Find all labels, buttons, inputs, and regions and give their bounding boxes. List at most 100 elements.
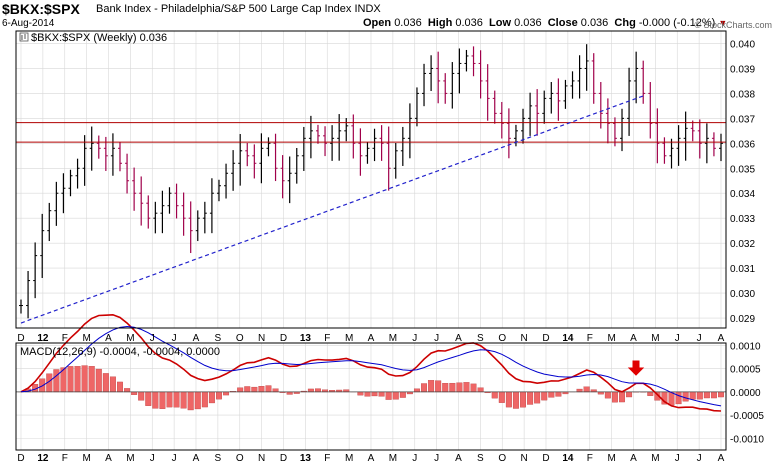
macd-histogram-bar: [223, 391, 230, 396]
macd-x-tick-label: M: [126, 453, 134, 464]
macd-x-tick-label: 12: [37, 453, 49, 464]
macd-histogram-bar: [201, 391, 208, 408]
macd-line: [20, 313, 722, 412]
low-value: 0.036: [514, 17, 542, 29]
macd-x-tick-label: D: [542, 453, 549, 464]
x-tick-label: J: [675, 333, 680, 344]
price-tick-label: 0.039: [730, 64, 755, 75]
macd-histogram-bar: [392, 391, 399, 400]
macd-histogram-bar: [477, 387, 484, 393]
price-tick-label: 0.040: [730, 39, 755, 50]
macd-histogram-bar: [145, 391, 152, 406]
x-tick-label: F: [324, 333, 330, 344]
brand-watermark: © StockCharts.com: [694, 20, 772, 30]
x-tick-label: D: [542, 333, 549, 344]
macd-histogram-bar: [364, 391, 371, 397]
x-tick-label: D: [17, 333, 24, 344]
x-tick-label: A: [718, 333, 725, 344]
macd-x-tick-label: J: [412, 453, 417, 464]
macd-histogram-bar: [131, 391, 138, 395]
macd-histogram-bar: [428, 380, 435, 393]
x-tick-label: F: [62, 333, 68, 344]
price-panel-frame: [15, 30, 727, 329]
open-label: Open: [363, 17, 392, 29]
x-tick-label: M: [607, 333, 615, 344]
macd-histogram: [16, 365, 726, 411]
macd-histogram-bar: [124, 388, 131, 393]
macd-histogram-bar: [95, 368, 102, 393]
x-tick-label: S: [215, 333, 222, 344]
price-tick-label: 0.031: [730, 264, 755, 275]
x-tick-label: A: [105, 333, 112, 344]
macd-histogram-bar: [710, 391, 717, 399]
macd-histogram-bar: [74, 366, 81, 393]
macd-x-tick-label: S: [477, 453, 484, 464]
price-tick-label: 0.033: [730, 214, 755, 225]
macd-panel-frame: [15, 342, 727, 451]
macd-histogram-bar: [216, 391, 222, 400]
macd-histogram-bar: [109, 376, 116, 393]
macd-x-tick-label: O: [236, 453, 244, 464]
macd-tick-label: -0.0005: [730, 411, 764, 422]
price-tick-label: 0.029: [730, 314, 755, 325]
macd-x-tick-label: J: [675, 453, 680, 464]
close-value: 0.036: [580, 17, 609, 29]
macd-x-tick-label: J: [172, 453, 177, 464]
price-tick-label: 0.035: [730, 164, 755, 175]
price-legend-text: $BKX:$SPX (Weekly) 0.036: [31, 32, 167, 44]
macd-histogram-bar: [463, 382, 470, 393]
macd-histogram-bar: [555, 391, 562, 397]
macd-x-tick-label: M: [607, 453, 615, 464]
macd-x-tick-label: M: [82, 453, 90, 464]
x-tick-label: J: [697, 333, 702, 344]
macd-x-tick-label: M: [389, 453, 397, 464]
macd-histogram-bar: [647, 391, 654, 396]
x-tick-label: O: [498, 333, 506, 344]
macd-histogram-bar: [682, 391, 689, 402]
macd-histogram-bar: [718, 391, 724, 398]
x-tick-label: N: [521, 333, 528, 344]
macd-x-tick-label: D: [17, 453, 24, 464]
macd-histogram-bar: [491, 391, 498, 399]
x-tick-label: M: [82, 333, 90, 344]
trend-line: [20, 95, 644, 324]
price-grid: [16, 31, 726, 328]
macd-histogram-bar: [265, 385, 272, 393]
macd-histogram-bar: [208, 391, 215, 404]
macd-histogram-bar: [67, 366, 74, 393]
close-label: Close: [547, 17, 578, 29]
x-tick-label: F: [587, 333, 593, 344]
price-tick-label: 0.036: [730, 139, 755, 150]
macd-histogram-bar: [357, 391, 364, 396]
macd-histogram-bar: [435, 380, 442, 393]
macd-histogram-bar: [703, 391, 710, 399]
macd-x-tick-label: J: [150, 453, 155, 464]
macd-x-tick-label: N: [258, 453, 265, 464]
symbol-title: $BKX:$SPX: [2, 1, 80, 17]
x-tick-label: O: [236, 333, 244, 344]
x-tick-label: J: [434, 333, 439, 344]
macd-x-tick-label: S: [215, 453, 222, 464]
macd-histogram-bar: [498, 391, 505, 403]
macd-x-tick-label: A: [718, 453, 725, 464]
chg-value: -0.000 (-0.12%): [638, 17, 716, 29]
macd-histogram-bar: [421, 383, 428, 393]
macd-histogram-bar: [611, 391, 618, 403]
macd-histogram-bar: [442, 383, 449, 393]
x-tick-label: M: [126, 333, 134, 344]
low-label: Low: [489, 17, 512, 29]
macd-histogram-bar: [470, 383, 477, 393]
x-tick-label: 12: [37, 333, 49, 344]
macd-histogram-bar: [456, 382, 463, 393]
arrow-down-icon: [627, 360, 645, 376]
macd-histogram-bar: [548, 391, 555, 398]
x-tick-label: M: [345, 333, 353, 344]
macd-tick-label: 0.0005: [730, 365, 761, 376]
macd-histogram-bar: [88, 366, 95, 393]
macd-x-tick-label: N: [521, 453, 528, 464]
high-label: High: [427, 17, 453, 29]
macd-histogram-bar: [512, 391, 519, 409]
macd-histogram-bar: [696, 391, 703, 400]
price-tick-label: 0.030: [730, 289, 755, 300]
